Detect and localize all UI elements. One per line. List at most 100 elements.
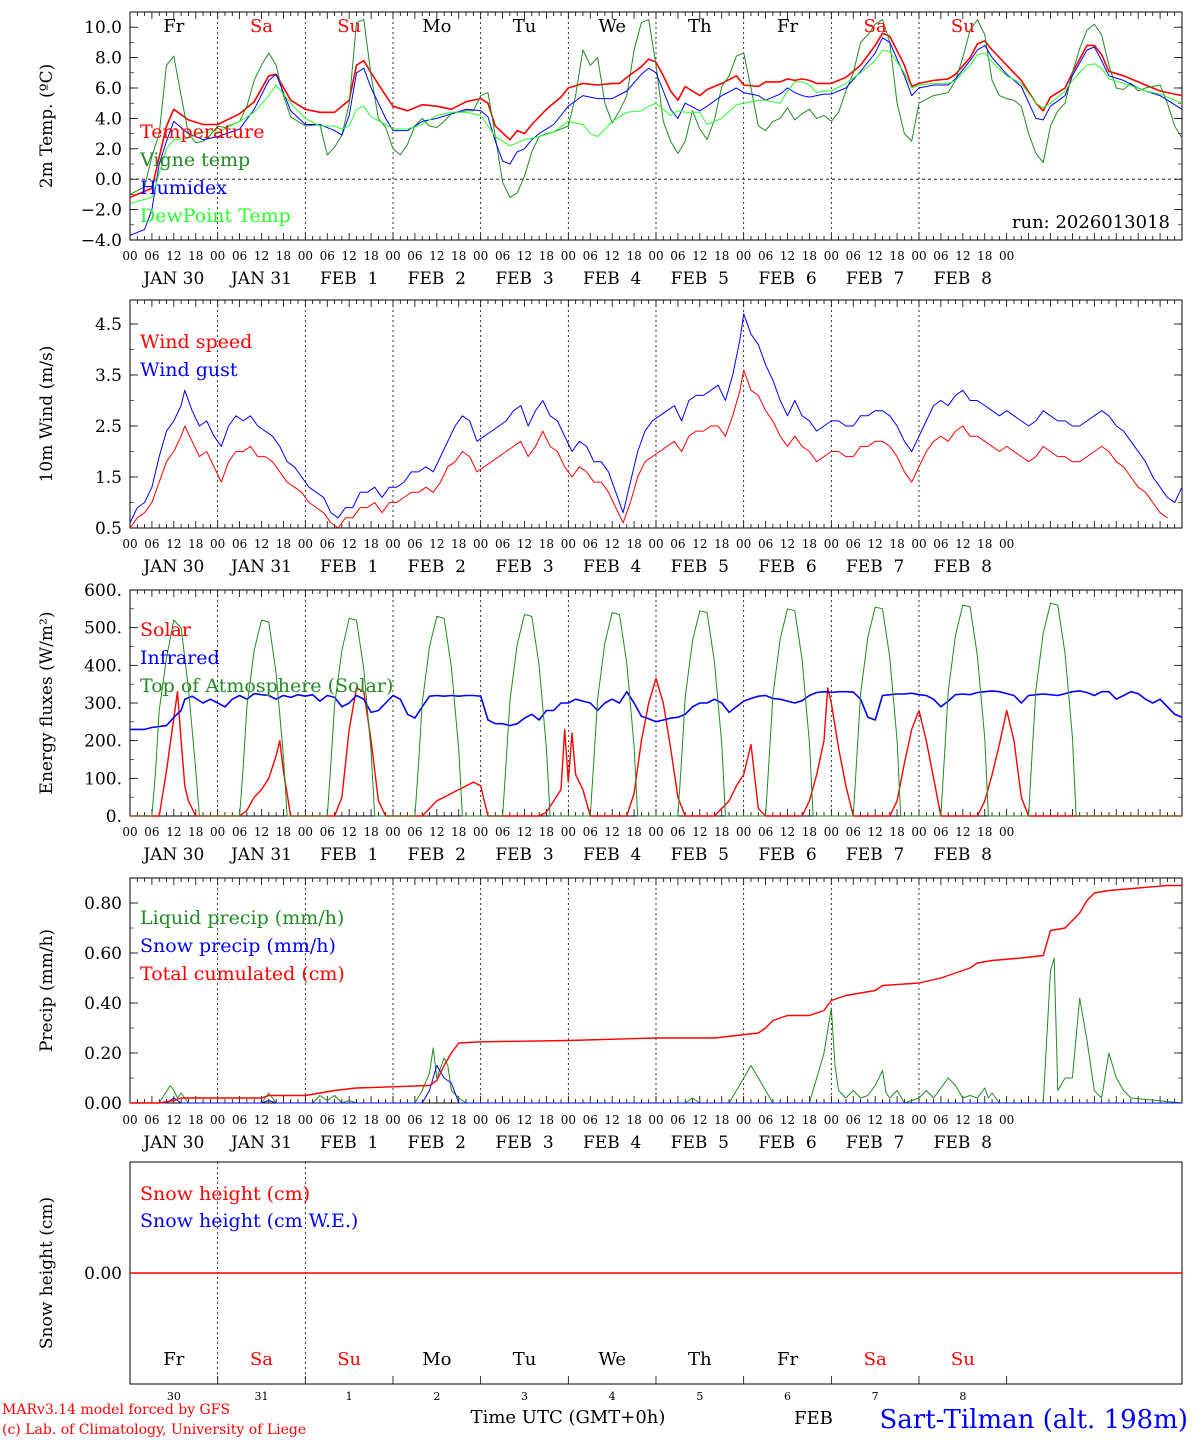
hour-tick-label: 06: [232, 1113, 247, 1127]
legend-item: Snow height (cm): [140, 1183, 310, 1205]
legend-item: Top of Atmosphere (Solar): [140, 675, 393, 697]
date-label: FEB 6: [758, 557, 816, 577]
hour-tick-label: 18: [977, 825, 992, 839]
legend-item: Temperature: [140, 121, 264, 143]
hour-tick-label: 06: [495, 825, 510, 839]
precip-panel: 00 06 12 18 00 06 12 18 00 06 12 18 00 06 12 18 00 06 12 18…: [37, 877, 1183, 1153]
y-axis-label: Precip (mm/h): [37, 929, 57, 1052]
date-label: JAN 31: [229, 845, 292, 865]
hour-tick-label: 12: [342, 537, 357, 551]
hour-tick-label: 12: [429, 1113, 444, 1127]
day-name: Sa: [864, 1349, 887, 1370]
hour-tick-label: 00: [298, 537, 313, 551]
hour-tick-label: 00: [648, 537, 663, 551]
hour-tick-label: 00: [736, 249, 751, 263]
hour-tick-label: 12: [517, 825, 532, 839]
day-name: Sa: [250, 16, 273, 37]
date-label: FEB 2: [408, 845, 466, 865]
day-number: 30: [167, 1390, 181, 1403]
hour-tick-label: 18: [188, 1113, 203, 1127]
hour-tick-label: 06: [495, 249, 510, 263]
hour-tick-label: 12: [605, 825, 620, 839]
date-label: FEB 4: [583, 1133, 641, 1153]
series-temperature: [129, 32, 1183, 199]
hour-tick-label: 18: [977, 1113, 992, 1127]
hour-tick-label: 00: [736, 537, 751, 551]
date-label: FEB 1: [320, 1133, 378, 1153]
hour-tick-label: 12: [517, 1113, 532, 1127]
date-label: FEB 1: [320, 269, 378, 289]
day-name: Su: [951, 16, 975, 37]
hour-tick-label: 06: [583, 825, 598, 839]
hour-tick-label: 00: [385, 249, 400, 263]
hour-tick-label: 18: [276, 1113, 291, 1127]
hour-tick-label: 00: [122, 537, 137, 551]
hour-tick-label: 06: [933, 1113, 948, 1127]
legend-item: DewPoint Temp: [140, 205, 291, 227]
hour-tick-label: 18: [276, 825, 291, 839]
series-vigne-temp: [129, 19, 1183, 198]
date-label: JAN 31: [229, 1133, 292, 1153]
hour-tick-label: 12: [955, 537, 970, 551]
date-label: FEB 4: [583, 845, 641, 865]
hour-tick-label: 18: [188, 825, 203, 839]
hour-tick-label: 12: [868, 249, 883, 263]
hour-tick-label: 00: [298, 1113, 313, 1127]
hour-tick-label: 12: [429, 825, 444, 839]
hour-tick-label: 18: [889, 1113, 904, 1127]
wind-panel: 00 06 12 18 00 06 12 18 00 06 12 18 00 06 12 18 00 06 12 18…: [37, 299, 1183, 577]
hour-tick-label: 18: [977, 249, 992, 263]
hour-tick-label: 18: [714, 249, 729, 263]
day-name: Tu: [513, 1349, 537, 1370]
hour-tick-label: 12: [166, 1113, 181, 1127]
date-label: FEB 1: [320, 557, 378, 577]
hour-tick-label: 06: [670, 537, 685, 551]
hour-tick-label: 00: [824, 1113, 839, 1127]
hour-tick-label: 18: [714, 537, 729, 551]
hour-tick-label: 06: [583, 1113, 598, 1127]
date-label: FEB 3: [495, 845, 553, 865]
hour-tick-label: 00: [298, 825, 313, 839]
day-number: 31: [255, 1390, 269, 1403]
day-name: Sa: [864, 16, 887, 37]
day-name: Fr: [777, 1349, 798, 1370]
day-name: Fr: [777, 16, 798, 37]
hour-tick-label: 00: [385, 1113, 400, 1127]
hour-tick-label: 12: [780, 537, 795, 551]
hour-tick-label: 00: [122, 249, 137, 263]
y-tick-label: 0.0: [95, 170, 122, 190]
hour-tick-label: 00: [736, 1113, 751, 1127]
hour-tick-label: 06: [407, 249, 422, 263]
hour-tick-label: 00: [561, 1113, 576, 1127]
hour-tick-label: 00: [999, 1113, 1014, 1127]
date-label: JAN 30: [141, 269, 204, 289]
hour-tick-label: 12: [780, 249, 795, 263]
y-tick-label: 8.0: [95, 49, 122, 69]
y-axis-label: Energy fluxes (W/m²): [37, 612, 57, 795]
hour-tick-label: 00: [648, 249, 663, 263]
hour-tick-label: 12: [955, 825, 970, 839]
hour-tick-label: 06: [232, 825, 247, 839]
hour-tick-label: 12: [692, 249, 707, 263]
hour-tick-label: 06: [232, 537, 247, 551]
hour-tick-label: 06: [320, 825, 335, 839]
day-name: Sa: [250, 1349, 273, 1370]
date-label: FEB 2: [408, 269, 466, 289]
hour-tick-label: 06: [583, 249, 598, 263]
date-label: FEB 7: [846, 557, 904, 577]
hour-tick-label: 18: [626, 825, 641, 839]
day-number: 2: [433, 1390, 440, 1403]
y-tick-label: 2.0: [95, 140, 122, 160]
hour-tick-label: 18: [626, 1113, 641, 1127]
footer: MARv3.14 model forced by GFS (c) Lab. of …: [2, 1402, 1188, 1438]
hour-tick-label: 00: [999, 249, 1014, 263]
date-label: FEB 7: [846, 269, 904, 289]
day-number: 3: [521, 1390, 528, 1403]
hour-tick-label: 00: [473, 249, 488, 263]
hour-tick-label: 00: [298, 249, 313, 263]
hour-tick-label: 00: [736, 825, 751, 839]
hour-tick-label: 18: [802, 249, 817, 263]
date-label: JAN 30: [141, 845, 204, 865]
day-name: Mo: [422, 16, 451, 37]
y-tick-label: 0.40: [84, 994, 122, 1014]
